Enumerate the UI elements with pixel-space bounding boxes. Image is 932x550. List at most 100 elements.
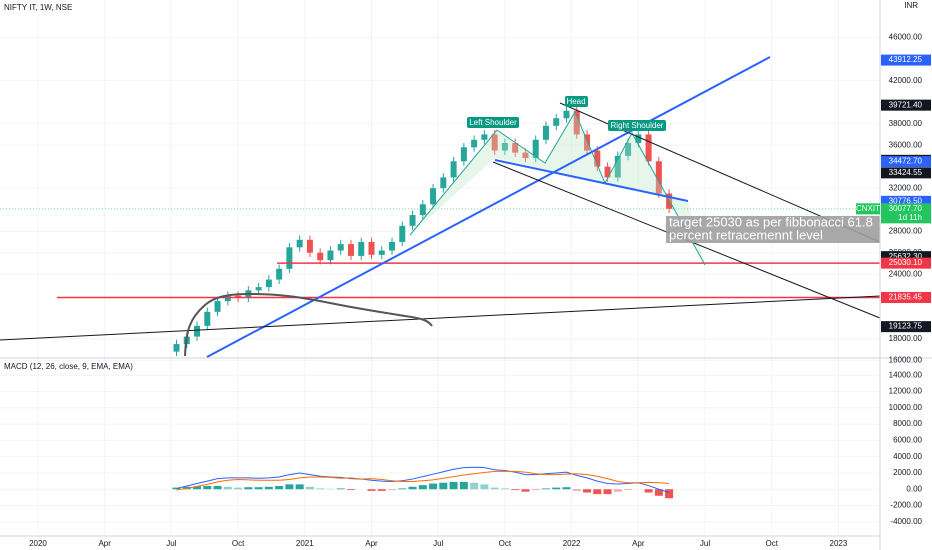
trend-line xyxy=(206,56,771,358)
histogram-bar xyxy=(490,487,499,490)
histogram-bar xyxy=(203,485,212,490)
price-label xyxy=(881,203,931,224)
y-tick-label: -4000.00 xyxy=(890,517,922,526)
curve-drawing xyxy=(184,292,433,357)
candle-body xyxy=(389,241,396,251)
histogram-bar xyxy=(654,489,663,496)
x-tick-label: Apr xyxy=(632,539,645,548)
annotation-box xyxy=(666,216,880,243)
candle-body xyxy=(265,279,272,288)
histogram-bar xyxy=(264,486,273,490)
candle-body xyxy=(563,110,570,119)
x-tick-label: Oct xyxy=(232,539,245,548)
y-tick-label: 38000.00 xyxy=(889,119,923,128)
histogram-bar xyxy=(603,489,612,495)
x-tick-label: Apr xyxy=(365,539,378,548)
annotations: Left Shoulder Head Right Shoulder target… xyxy=(467,96,880,243)
y-tick-label: 12000.00 xyxy=(889,387,923,396)
time-axis xyxy=(0,536,932,550)
histogram-bar xyxy=(572,489,581,491)
histogram-bar xyxy=(193,486,202,490)
candle-body xyxy=(327,250,334,261)
y-tick-label: 42000.00 xyxy=(889,76,923,85)
price-label-text: 34472.70 xyxy=(889,157,923,166)
indicator-line xyxy=(176,466,670,493)
candle-body xyxy=(481,134,488,140)
candle-body xyxy=(522,152,529,159)
candle-body xyxy=(368,241,375,255)
candle-body xyxy=(204,311,211,326)
histogram-bar xyxy=(285,484,294,490)
x-tick-label: 2020 xyxy=(29,539,47,548)
price-label xyxy=(881,156,931,168)
candle-body xyxy=(655,161,662,194)
symbol-label xyxy=(856,203,880,215)
price-label-text: 43912.25 xyxy=(889,55,923,64)
histogram-bar xyxy=(613,489,622,492)
x-tick-label: Oct xyxy=(499,539,512,548)
candle-body xyxy=(194,325,201,337)
y-tick-label: 2000.00 xyxy=(893,468,922,477)
candle-body xyxy=(337,244,344,251)
candle-body xyxy=(625,143,632,156)
countdown: 1d 11h xyxy=(898,213,922,222)
candle-body xyxy=(501,143,508,151)
candle-body xyxy=(645,134,652,162)
y-tick-label: 14000.00 xyxy=(889,370,923,379)
price-label xyxy=(881,167,931,179)
y-tick-label: 36000.00 xyxy=(889,140,923,149)
histogram-bar xyxy=(593,489,602,495)
candle-body xyxy=(255,287,262,291)
y-tick-label: 32000.00 xyxy=(889,183,923,192)
y-tick-label: 24000.00 xyxy=(889,269,923,278)
neckline xyxy=(494,159,689,202)
candle-body xyxy=(532,139,539,159)
currency: INR xyxy=(904,1,918,10)
histogram-bar xyxy=(562,487,571,490)
histogram-bar xyxy=(665,489,674,499)
y-tick-label: 6000.00 xyxy=(893,435,922,444)
x-tick-label: Oct xyxy=(766,539,779,548)
symbol-label-text: CNXIT xyxy=(856,204,880,213)
price-label-text: 39721.40 xyxy=(889,100,923,109)
histogram-bar xyxy=(624,489,633,491)
histogram-bar xyxy=(388,489,397,491)
x-tick-label: Apr xyxy=(98,539,111,548)
annotation-box xyxy=(608,120,666,131)
histogram-bar xyxy=(234,487,243,490)
candle-body xyxy=(306,239,313,253)
candle-body xyxy=(542,125,549,140)
candle-body xyxy=(358,241,365,256)
candle-body xyxy=(317,252,324,261)
pattern-outline xyxy=(409,110,706,266)
candle-body xyxy=(399,225,406,242)
annotation: Head xyxy=(566,97,585,106)
histogram-bar xyxy=(244,487,253,490)
histogram-bar xyxy=(316,488,325,490)
candle-body xyxy=(378,250,385,255)
histogram-bar xyxy=(429,483,438,490)
histogram-bar xyxy=(644,489,653,493)
annotation: target 25030 as per fibbonacci 61.8 xyxy=(669,214,873,229)
histogram-bar xyxy=(367,489,376,491)
histogram-bar xyxy=(223,486,232,490)
histogram-bar xyxy=(439,482,448,490)
x-tick-label: 2022 xyxy=(563,539,581,548)
y-tick-label: 0.00 xyxy=(906,484,922,493)
histogram-bar xyxy=(295,484,304,490)
histogram-bar xyxy=(449,481,458,490)
candle-body xyxy=(573,110,580,135)
histogram-bar xyxy=(418,485,427,490)
x-tick-label: 2023 xyxy=(830,539,848,548)
histogram-bar xyxy=(521,489,530,492)
candle-body xyxy=(440,177,447,189)
histogram-bar xyxy=(398,488,407,490)
histogram-bar xyxy=(408,486,417,490)
y-tick-label: 46000.00 xyxy=(889,33,923,42)
indicator-title: MACD (12, 26, close, 9, EMA, EMA) xyxy=(4,362,133,371)
candle-body xyxy=(635,134,642,144)
candle-body xyxy=(512,143,519,153)
candle-body xyxy=(450,161,457,178)
candle-body xyxy=(296,239,303,248)
